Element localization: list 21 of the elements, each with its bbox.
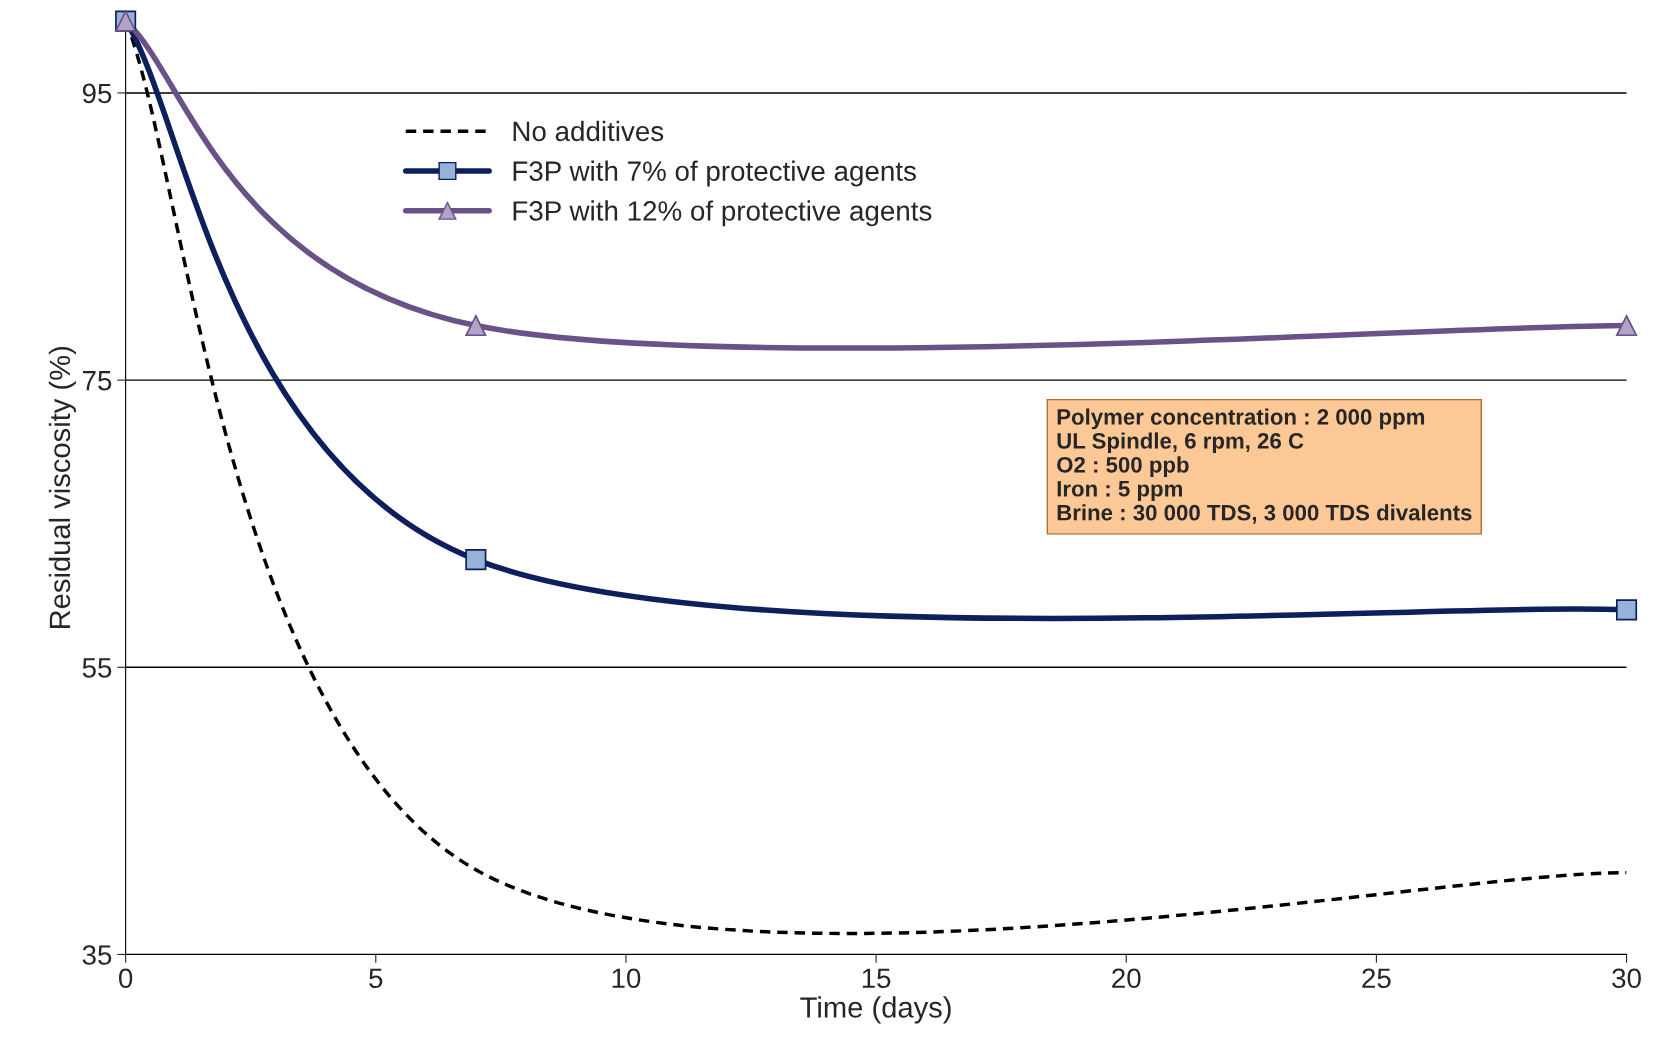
x-tick-label: 10 [612,968,641,989]
annotation: Polymer concentration : 2 000 ppm UL Spindle, 6 rpm, 26 C O2 : 500 ppb Iron : 5 ppm Brine : 30 000 TDS, 3 000 TDS divalents [1057,408,1472,524]
x-tick-label: 5 [369,968,383,989]
x-tick-label: 20 [1112,968,1141,989]
y-tick-label: 55 [82,658,112,678]
point [465,314,487,337]
legend-label: F3P with 12% of protective agents [513,200,932,227]
legend-label: F3P with 7% of protective agents [513,160,916,187]
point [1615,314,1638,337]
point [465,549,487,571]
y-axis-title: Residual viscosity (%) [48,346,76,629]
y-tick-label: 75 [82,371,112,391]
point [1615,599,1638,621]
y-tick-label: 35 [82,945,112,965]
x-tick-label: 15 [862,968,891,989]
x-tick-label: 30 [1612,968,1641,989]
y-tick-label: 95 [82,83,112,104]
x-tick-label: 25 [1362,968,1391,989]
x-axis-title: Time (days) [800,996,951,1024]
legend-label: No additives [513,120,664,142]
x-tick-label: 0 [118,968,133,989]
